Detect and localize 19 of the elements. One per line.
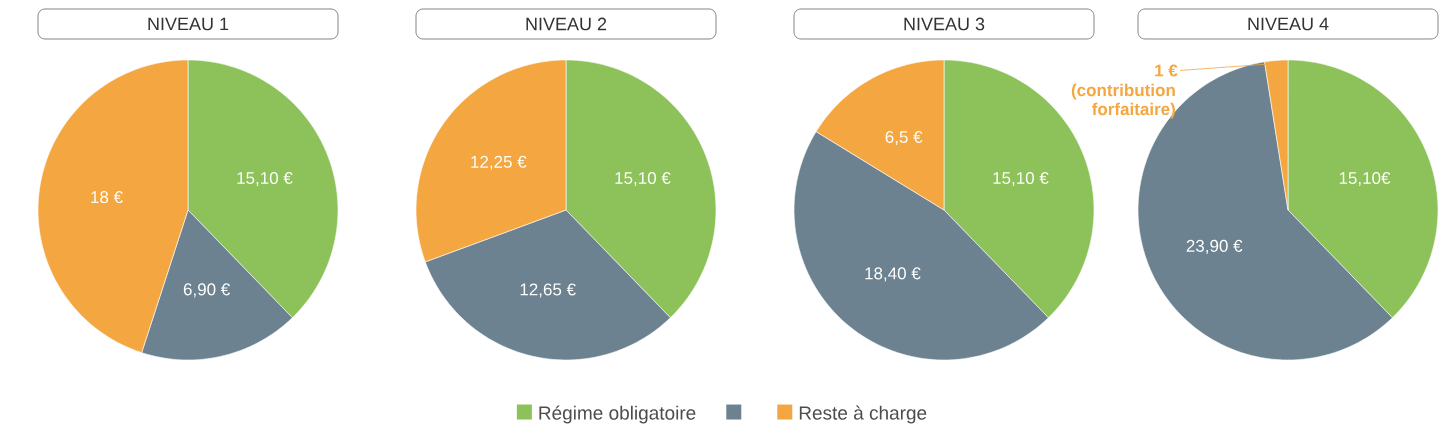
data-label: 12,25 € [471, 155, 527, 170]
data-label: 12,65 € [520, 283, 576, 298]
legend-label: Reste à charge [799, 405, 927, 424]
data-label: 15,10 € [237, 172, 293, 187]
data-label: 1 € [1155, 64, 1178, 77]
data-label: 15,10 € [993, 172, 1049, 187]
data-label: 15,10 € [615, 172, 671, 187]
chart-title: NIVEAU 4 [1248, 17, 1329, 31]
data-label: 18,40 € [865, 267, 921, 282]
text: (contribution forfaitaire) [1071, 83, 1175, 119]
data-label: 23,90 € [1186, 239, 1243, 254]
data-label: 6,5 € [885, 130, 923, 146]
chart-title: NIVEAU 3 [904, 17, 985, 31]
chart-title: NIVEAU 2 [526, 17, 607, 31]
data-label: 18 € [91, 191, 123, 204]
chart-title: NIVEAU 1 [148, 17, 229, 31]
data-label: 15,10€ [1339, 172, 1391, 187]
legend-label: Régime obligatoire [539, 405, 696, 424]
data-label: 6,90 € [183, 283, 231, 298]
